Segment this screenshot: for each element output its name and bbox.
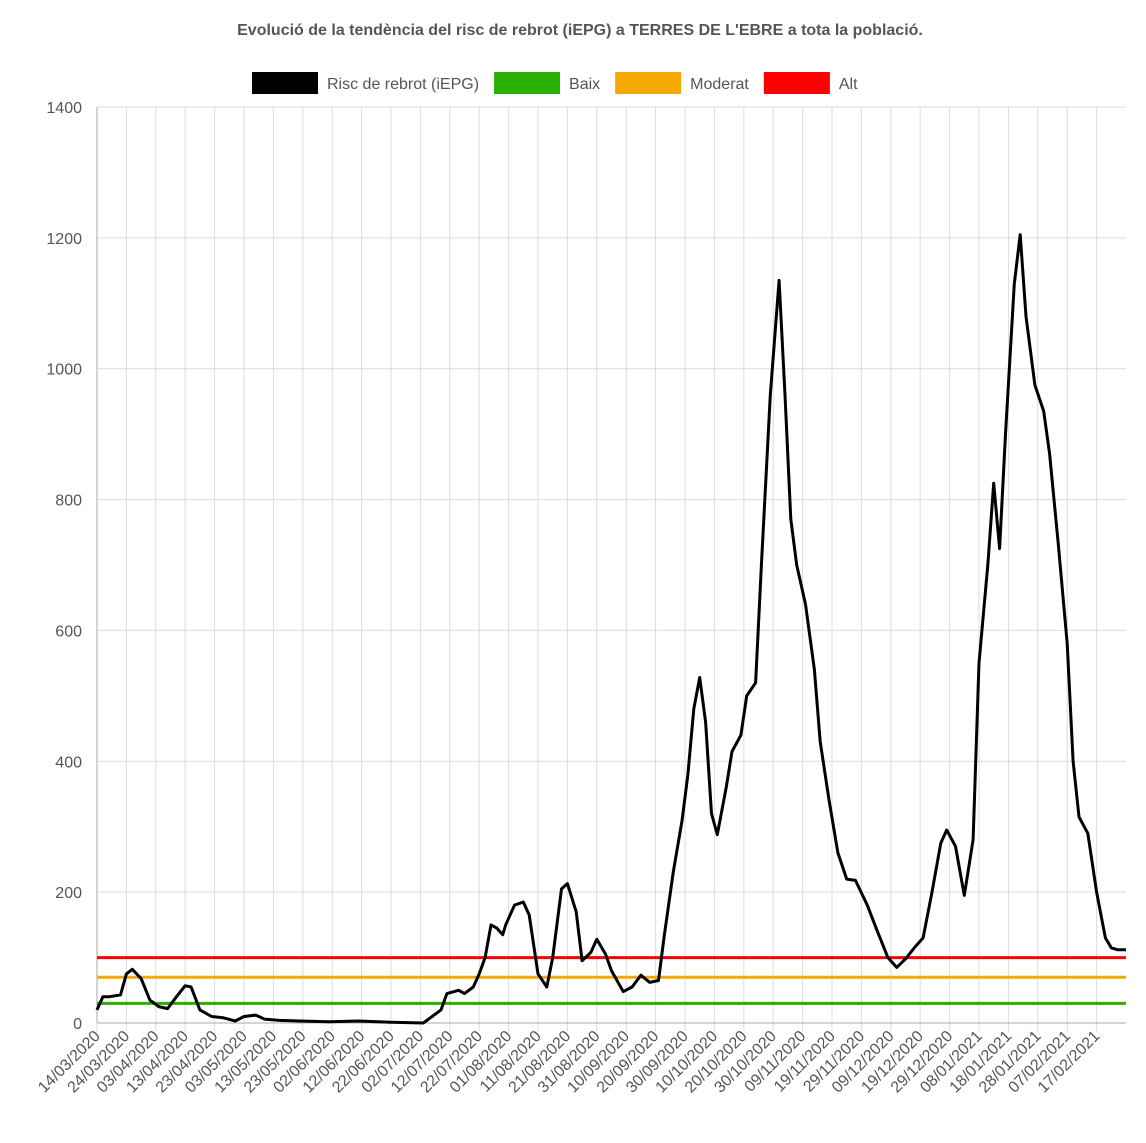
chart-title: Evolució de la tendència del risc de reb… — [237, 22, 923, 39]
data-line — [95, 233, 1126, 1025]
y-tick-label: 800 — [55, 493, 82, 510]
y-tick-label: 400 — [55, 754, 82, 771]
y-tick-label: 1000 — [46, 362, 82, 379]
y-tick-label: 1400 — [46, 100, 82, 117]
legend-label: Baix — [569, 76, 600, 93]
y-tick-label: 200 — [55, 885, 82, 902]
legend-swatch — [494, 72, 561, 94]
legend-label: Alt — [839, 76, 858, 93]
legend-swatch — [615, 72, 682, 94]
y-tick-label: 600 — [55, 623, 82, 640]
legend-label: Risc de rebrot (iEPG) — [327, 76, 479, 93]
y-tick-label: 1200 — [46, 231, 82, 248]
y-tick-label: 0 — [73, 1016, 82, 1033]
legend-label: Moderat — [690, 76, 749, 93]
legend-swatch — [763, 72, 830, 94]
legend-swatch — [252, 72, 318, 94]
